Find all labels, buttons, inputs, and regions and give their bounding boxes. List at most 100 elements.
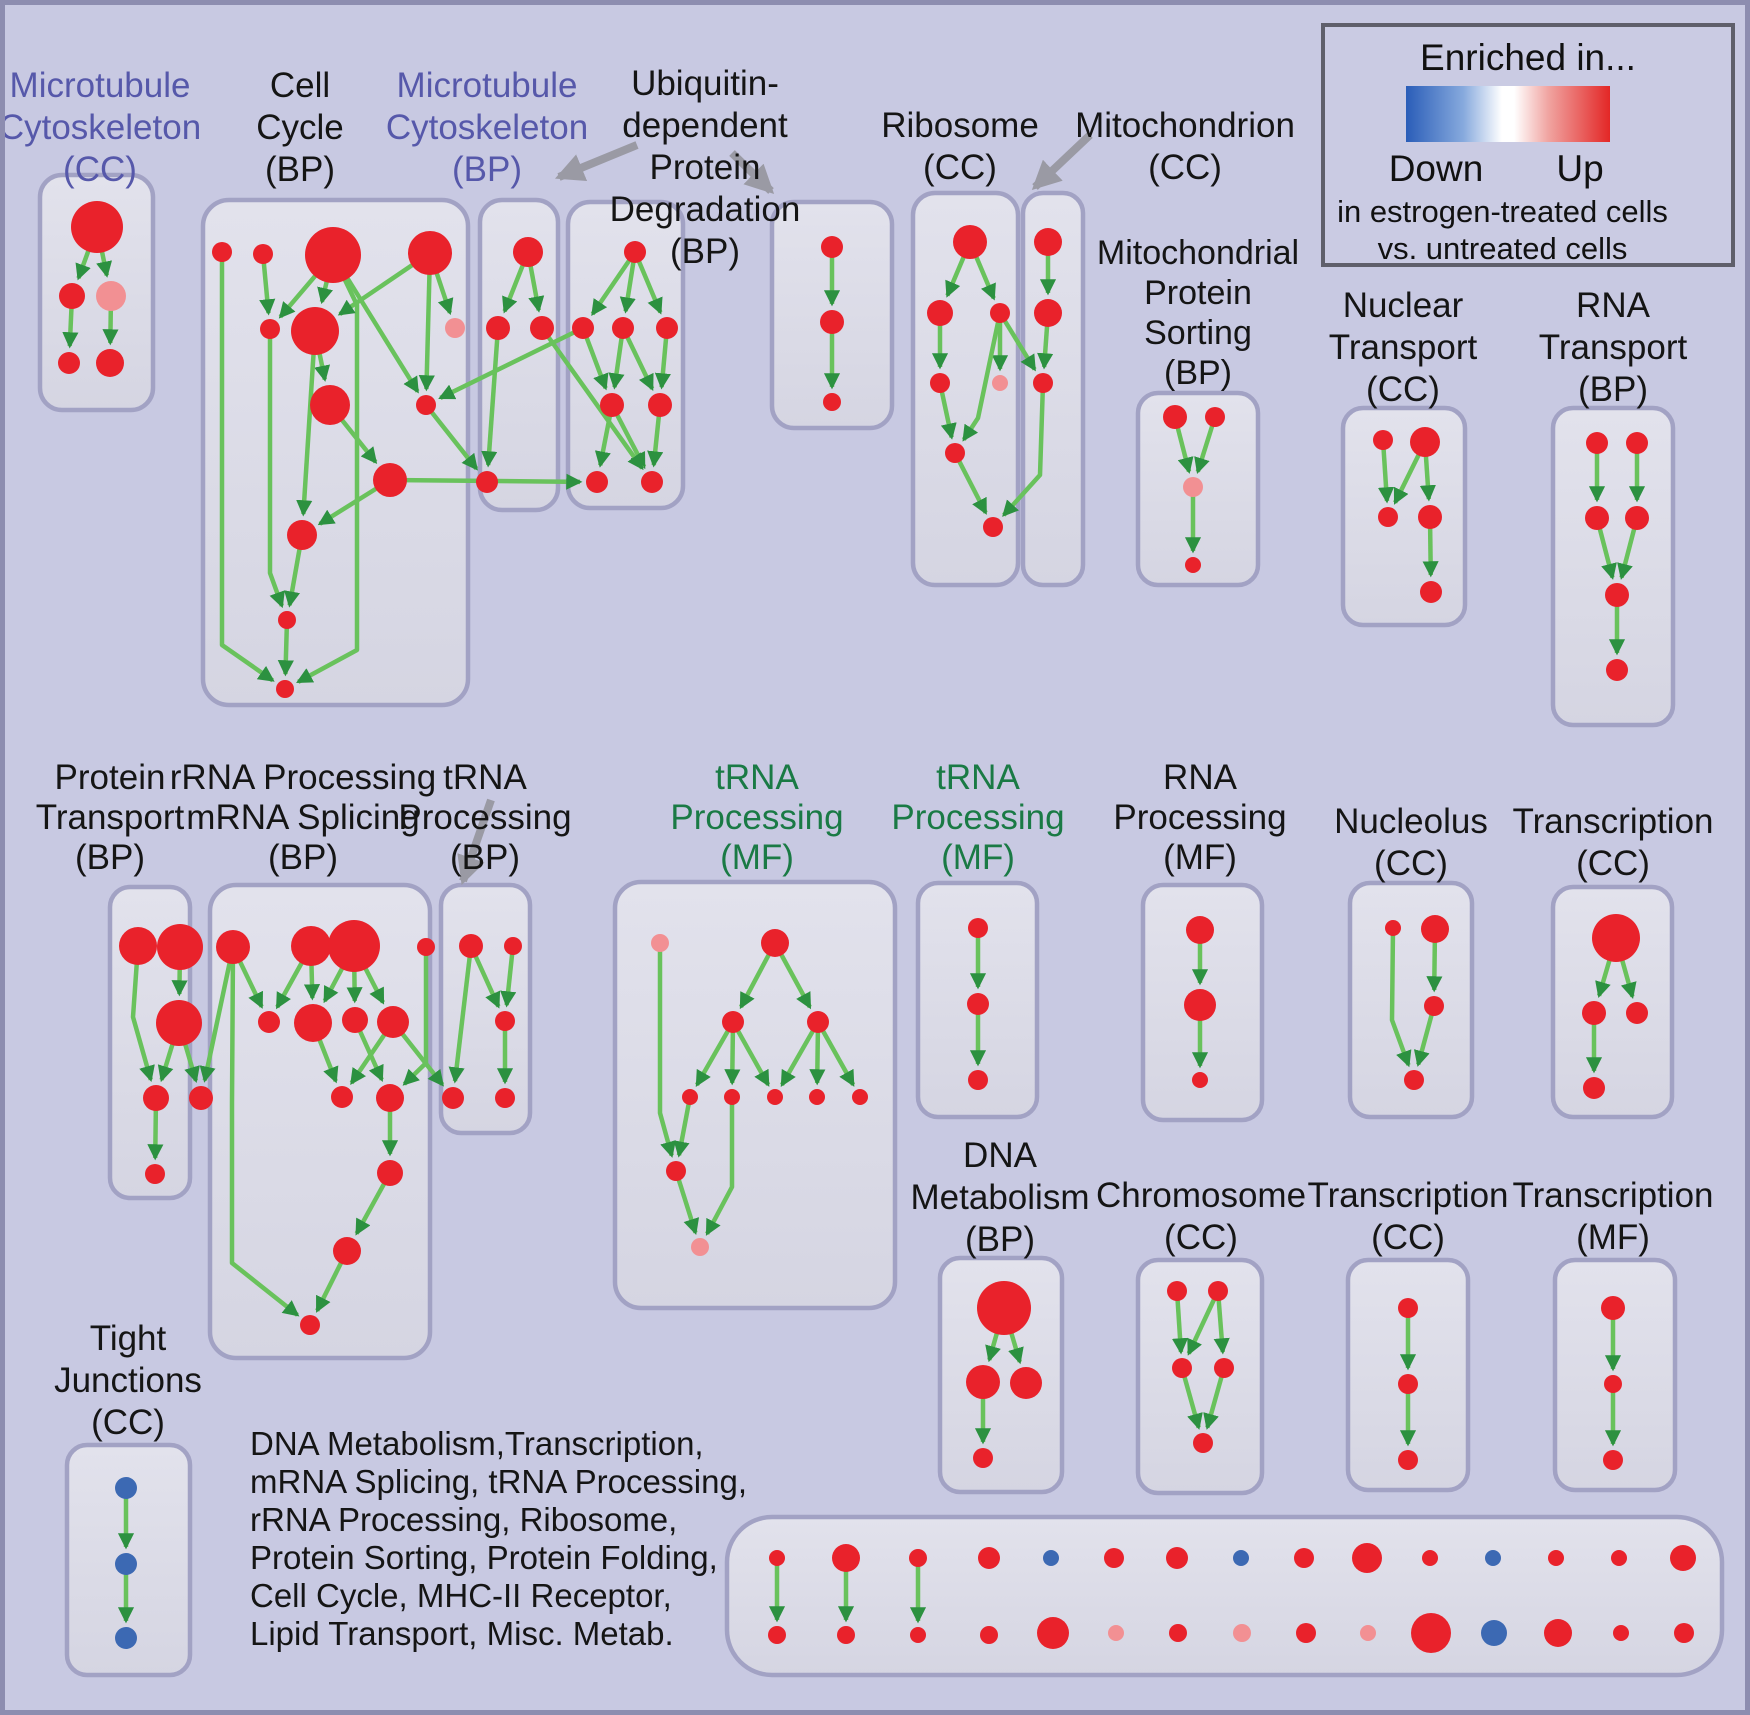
label-line: tRNA	[936, 758, 1020, 797]
go-term-node-z10	[666, 1161, 686, 1181]
group-box-mtbp	[477, 197, 561, 513]
label-line: Cytoskeleton	[385, 108, 589, 147]
label-line: Processing	[398, 798, 572, 837]
go-term-node-t5	[1605, 583, 1629, 607]
label-transcc: Transcription (CC)	[1513, 801, 1714, 885]
label-line: (BP)	[265, 150, 335, 189]
go-term-node-k3b	[910, 1627, 926, 1643]
go-term-node-k10b	[1360, 1625, 1376, 1641]
go-term-node-z8	[809, 1089, 825, 1105]
go-term-node-c4	[408, 231, 452, 275]
go-term-node-x5	[258, 1011, 280, 1033]
go-term-node-k5t	[1043, 1550, 1059, 1566]
go-term-node-s1	[968, 918, 988, 938]
group-box-nuctrans	[1340, 405, 1468, 628]
network-diagram	[37, 132, 1725, 1678]
edge-c6-c11	[296, 330, 318, 517]
go-term-node-o1	[1385, 920, 1401, 936]
label-nuctrans: Nuclear Transport (CC)	[1329, 285, 1477, 411]
go-term-node-f1	[1398, 1298, 1418, 1318]
go-term-node-z3	[722, 1011, 744, 1033]
label-dnamet: DNA Metabolism (BP)	[911, 1135, 1090, 1261]
label-mtbp: Microtubule Cytoskeleton (BP)	[386, 65, 588, 191]
go-term-node-c13	[276, 680, 294, 698]
trna-bp-callout-arrow	[457, 798, 495, 886]
go-term-node-a5	[96, 349, 124, 377]
go-term-node-e2	[1582, 1001, 1606, 1025]
go-term-node-n1	[1373, 430, 1393, 450]
label-rrna: rRNA Processing mRNA Splicing (BP)	[170, 758, 436, 878]
label-line: dependent	[622, 106, 788, 145]
go-term-node-e4	[1583, 1077, 1605, 1099]
go-term-node-k2t	[832, 1544, 860, 1572]
edge-w1-w4	[130, 945, 155, 1083]
go-term-node-j1	[115, 1477, 137, 1499]
go-term-node-k11b	[1411, 1613, 1451, 1653]
go-term-node-b4	[476, 471, 498, 493]
label-line: RNA	[1163, 758, 1237, 797]
go-term-node-a4	[58, 352, 80, 374]
go-term-node-q3	[1192, 1072, 1208, 1088]
go-term-node-p2	[1205, 407, 1225, 427]
label-line: Mitochondrion	[1075, 106, 1295, 145]
go-term-node-c1	[212, 242, 232, 262]
go-term-node-u8	[641, 471, 663, 493]
label-line: DNA	[963, 1136, 1037, 1175]
go-term-node-w2	[157, 924, 203, 970]
label-line: (BP)	[451, 150, 522, 189]
legend-gradient-bar	[1406, 86, 1610, 142]
go-term-node-k14t	[1611, 1550, 1627, 1566]
label-trnamf1: tRNA Processing (MF)	[670, 758, 843, 878]
legend-up-label: Up	[1556, 148, 1604, 189]
label-line: RNA	[1576, 286, 1650, 325]
go-term-node-z4	[807, 1011, 829, 1033]
go-term-node-x1	[216, 930, 250, 964]
edge-c5-c12	[267, 329, 285, 609]
legend-subtitle-1: in estrogen-treated cells	[1337, 194, 1668, 229]
label-line: Microtubule	[9, 66, 191, 105]
go-term-node-k12t	[1485, 1550, 1501, 1566]
footnote-line: DNA Metabolism,Transcription,	[250, 1425, 704, 1462]
go-term-node-x4	[417, 938, 435, 956]
go-term-node-a3	[96, 281, 126, 311]
label-line: Transport	[35, 798, 185, 837]
go-term-node-c7	[445, 318, 465, 338]
go-term-node-k8b	[1233, 1624, 1251, 1642]
go-term-node-q2	[1184, 989, 1216, 1021]
go-term-node-z6	[724, 1089, 740, 1105]
label-line: (CC)	[63, 150, 137, 189]
label-line: (BP)	[449, 838, 520, 877]
ubiquitin-left-callout-arrow	[555, 141, 639, 182]
go-term-node-t3	[1585, 506, 1609, 530]
go-term-node-u7	[586, 471, 608, 493]
go-term-node-x9	[331, 1086, 353, 1108]
go-term-node-k13b	[1544, 1619, 1572, 1647]
edge-z4-z9	[816, 1020, 856, 1087]
go-term-node-c10	[373, 463, 407, 497]
go-term-node-v3	[823, 393, 841, 411]
edge-m3-r7	[1002, 382, 1046, 517]
label-transcc2: Transcription (CC)	[1308, 1175, 1509, 1259]
edge-h1-h3	[1171, 1290, 1189, 1355]
go-term-node-r6	[945, 443, 965, 463]
go-term-node-c8	[310, 385, 350, 425]
go-term-node-k14b	[1613, 1625, 1629, 1641]
go-term-node-o3	[1424, 996, 1444, 1016]
go-term-node-r3	[990, 303, 1010, 323]
go-term-node-x3	[328, 920, 380, 972]
go-term-node-r1	[953, 225, 987, 259]
go-term-node-v2	[820, 310, 844, 334]
label-line: (BP)	[1164, 354, 1232, 392]
go-term-node-z5	[682, 1089, 698, 1105]
label-line: Mitochondrial	[1096, 234, 1300, 272]
go-term-node-j2	[115, 1553, 137, 1575]
label-line: Transcription	[1512, 1176, 1714, 1215]
go-term-node-c3	[305, 227, 361, 283]
go-term-node-e1	[1592, 914, 1640, 962]
label-line: Protein	[54, 758, 166, 797]
go-term-node-k7b	[1169, 1624, 1187, 1642]
label-line: Sorting	[1144, 314, 1252, 352]
go-term-node-o4	[1404, 1070, 1424, 1090]
label-line: Processing	[891, 798, 1065, 837]
go-term-node-k8t	[1233, 1550, 1249, 1566]
